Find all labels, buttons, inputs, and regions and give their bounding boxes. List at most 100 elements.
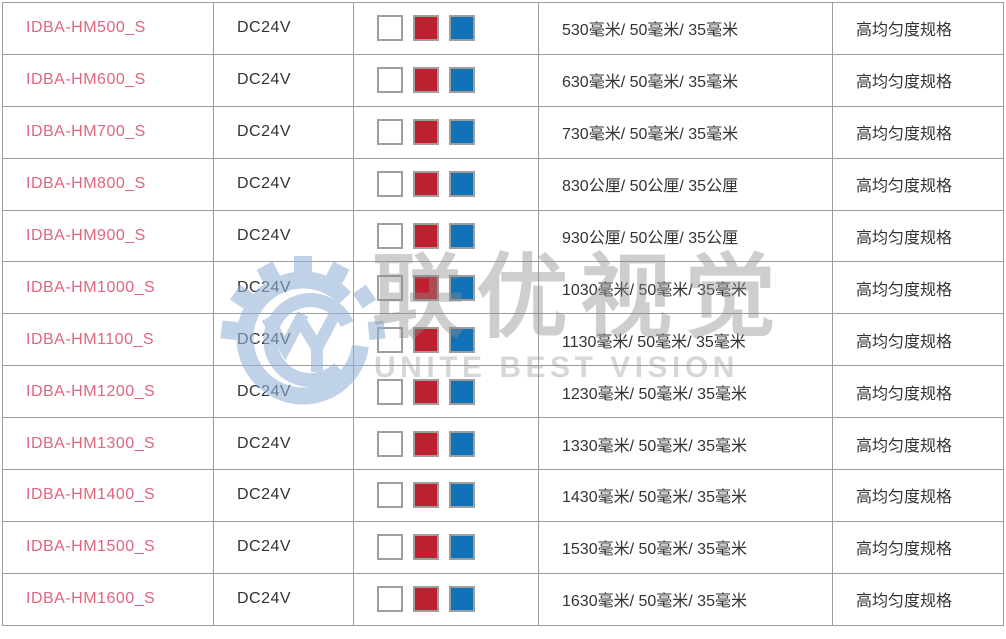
red-color-swatch (413, 534, 439, 561)
model-link[interactable]: IDBA-HM1000_S (26, 278, 156, 296)
voltage-cell: DC24V (213, 209, 354, 263)
white-color-swatch (377, 586, 403, 613)
voltage-cell: DC24V (213, 313, 354, 367)
voltage-cell: DC24V (213, 469, 354, 522)
model-link[interactable]: IDBA-HM600_S (26, 71, 146, 89)
voltage-cell: DC24V (213, 520, 354, 574)
table-row: IDBA-HM1000_S DC24V 1030毫米/ 50毫米/ 35毫米 高均匀度… (2, 261, 1004, 315)
white-color-swatch (377, 171, 403, 198)
spec-cell: 高均匀度规格 (832, 53, 1004, 107)
spec-cell: 高均匀度规格 (832, 2, 1004, 55)
color-options-cell (353, 520, 539, 574)
white-color-swatch (377, 430, 403, 457)
dimensions-cell: 1130毫米/ 50毫米/ 35毫米 (538, 313, 833, 367)
spec-table-body: IDBA-HM500_S DC24V 530毫米/ 50毫米/ 35毫米 高均匀度规格… (2, 2, 1004, 626)
model-link[interactable]: IDBA-HM500_S (26, 19, 146, 37)
color-options-cell (353, 365, 539, 419)
model-cell: IDBA-HM1200_S (2, 365, 214, 419)
model-cell: IDBA-HM1500_S (2, 520, 214, 574)
red-color-swatch (413, 67, 439, 94)
table-row: IDBA-HM700_S DC24V 730毫米/ 50毫米/ 35毫米 高均匀度规格 (2, 105, 1004, 159)
model-link[interactable]: IDBA-HM1500_S (26, 538, 156, 556)
model-link[interactable]: IDBA-HM700_S (26, 123, 146, 141)
model-cell: IDBA-HM1100_S (2, 313, 214, 367)
table-row: IDBA-HM900_S DC24V 930公厘/ 50公厘/ 35公厘 高均匀度规格 (2, 209, 1004, 263)
white-color-swatch (377, 378, 403, 405)
model-cell: IDBA-HM500_S (2, 2, 214, 55)
red-color-swatch (413, 119, 439, 146)
spec-cell: 高均匀度规格 (832, 261, 1004, 315)
table-row: IDBA-HM600_S DC24V 630毫米/ 50毫米/ 35毫米 高均匀度规格 (2, 53, 1004, 107)
red-color-swatch (413, 171, 439, 198)
blue-color-swatch (449, 15, 475, 42)
blue-color-swatch (449, 430, 475, 457)
model-cell: IDBA-HM900_S (2, 209, 214, 263)
model-link[interactable]: IDBA-HM1300_S (26, 434, 156, 452)
spec-cell: 高均匀度规格 (832, 313, 1004, 367)
color-options-cell (353, 417, 539, 471)
table-row: IDBA-HM1500_S DC24V 1530毫米/ 50毫米/ 35毫米 高均匀度… (2, 520, 1004, 574)
table-row: IDBA-HM1600_S DC24V 1630毫米/ 50毫米/ 35毫米 高均匀度… (2, 572, 1004, 626)
model-cell: IDBA-HM1000_S (2, 261, 214, 315)
white-color-swatch (377, 326, 403, 353)
dimensions-cell: 1330毫米/ 50毫米/ 35毫米 (538, 417, 833, 471)
table-row: IDBA-HM800_S DC24V 830公厘/ 50公厘/ 35公厘 高均匀度规格 (2, 157, 1004, 211)
table-row: IDBA-HM1300_S DC24V 1330毫米/ 50毫米/ 35毫米 高均匀度… (2, 417, 1004, 471)
model-link[interactable]: IDBA-HM1400_S (26, 486, 156, 504)
spec-cell: 高均匀度规格 (832, 209, 1004, 263)
white-color-swatch (377, 482, 403, 509)
table-row: IDBA-HM1100_S DC24V 1130毫米/ 50毫米/ 35毫米 高均匀度… (2, 313, 1004, 367)
spec-cell: 高均匀度规格 (832, 469, 1004, 522)
blue-color-swatch (449, 274, 475, 301)
table-row: IDBA-HM500_S DC24V 530毫米/ 50毫米/ 35毫米 高均匀度规格 (2, 2, 1004, 55)
voltage-cell: DC24V (213, 572, 354, 626)
spec-cell: 高均匀度规格 (832, 105, 1004, 159)
blue-color-swatch (449, 119, 475, 146)
white-color-swatch (377, 119, 403, 146)
model-cell: IDBA-HM700_S (2, 105, 214, 159)
dimensions-cell: 730毫米/ 50毫米/ 35毫米 (538, 105, 833, 159)
red-color-swatch (413, 15, 439, 42)
red-color-swatch (413, 326, 439, 353)
red-color-swatch (413, 482, 439, 509)
voltage-cell: DC24V (213, 105, 354, 159)
red-color-swatch (413, 586, 439, 613)
model-cell: IDBA-HM1600_S (2, 572, 214, 626)
model-link[interactable]: IDBA-HM1100_S (26, 330, 155, 348)
model-link[interactable]: IDBA-HM1600_S (26, 590, 156, 608)
blue-color-swatch (449, 586, 475, 613)
color-options-cell (353, 53, 539, 107)
model-cell: IDBA-HM1300_S (2, 417, 214, 471)
dimensions-cell: 530毫米/ 50毫米/ 35毫米 (538, 2, 833, 55)
dimensions-cell: 1030毫米/ 50毫米/ 35毫米 (538, 261, 833, 315)
red-color-swatch (413, 430, 439, 457)
red-color-swatch (413, 378, 439, 405)
spec-cell: 高均匀度规格 (832, 572, 1004, 626)
blue-color-swatch (449, 326, 475, 353)
color-options-cell (353, 209, 539, 263)
model-link[interactable]: IDBA-HM1200_S (26, 382, 156, 400)
color-options-cell (353, 572, 539, 626)
dimensions-cell: 1230毫米/ 50毫米/ 35毫米 (538, 365, 833, 419)
white-color-swatch (377, 223, 403, 249)
model-link[interactable]: IDBA-HM800_S (26, 175, 146, 193)
model-cell: IDBA-HM1400_S (2, 469, 214, 522)
dimensions-cell: 830公厘/ 50公厘/ 35公厘 (538, 157, 833, 211)
blue-color-swatch (449, 67, 475, 94)
table-row: IDBA-HM1200_S DC24V 1230毫米/ 50毫米/ 35毫米 高均匀度… (2, 365, 1004, 419)
blue-color-swatch (449, 534, 475, 561)
blue-color-swatch (449, 378, 475, 405)
dimensions-cell: 630毫米/ 50毫米/ 35毫米 (538, 53, 833, 107)
dimensions-cell: 1430毫米/ 50毫米/ 35毫米 (538, 469, 833, 522)
color-options-cell (353, 157, 539, 211)
model-cell: IDBA-HM800_S (2, 157, 214, 211)
white-color-swatch (377, 67, 403, 94)
blue-color-swatch (449, 482, 475, 509)
dimensions-cell: 1630毫米/ 50毫米/ 35毫米 (538, 572, 833, 626)
color-options-cell (353, 469, 539, 522)
color-options-cell (353, 313, 539, 367)
model-link[interactable]: IDBA-HM900_S (26, 227, 146, 244)
color-options-cell (353, 105, 539, 159)
red-color-swatch (413, 223, 439, 249)
